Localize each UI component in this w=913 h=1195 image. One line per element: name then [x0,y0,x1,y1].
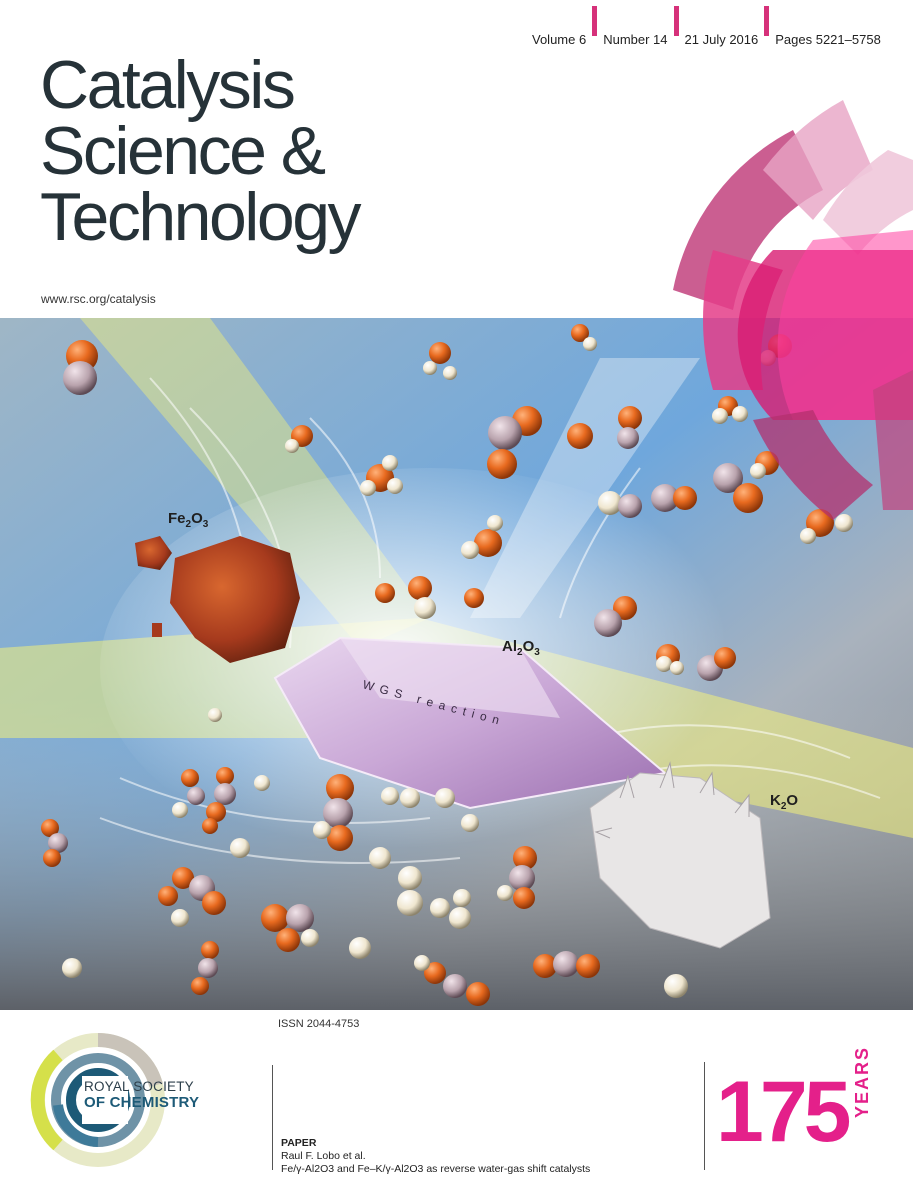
separator [592,6,598,36]
journal-title: Catalysis Science & Technology [40,47,362,255]
paper-authors: Raul F. Lobo et al. [281,1150,366,1162]
fe2o3-fragment [135,536,172,570]
title-line-3: Technology [40,179,362,255]
volume-label: Volume 6 [532,31,587,47]
anniversary-number: 175 [716,1064,851,1160]
rsc-wordmark: ROYAL SOCIETY OF CHEMISTRY [84,1079,199,1111]
issn-label: ISSN 2044-4753 [278,1018,360,1030]
divider [272,1065,273,1170]
anniversary-word: YEARS [852,1045,872,1118]
title-line-2: Science & [40,113,326,189]
journal-url[interactable]: www.rsc.org/catalysis [41,292,156,306]
decorative-arcs [673,100,913,520]
molecules [41,324,853,1006]
k2o-label: K2O [770,792,798,812]
number-label: Number 14 [603,31,668,47]
k2o-particle [589,761,771,949]
fe2o3-fragment [152,623,162,637]
rsc-line-1: ROYAL SOCIETY [84,1079,194,1094]
rsc-line-2: OF CHEMISTRY [84,1094,200,1111]
al2o3-label: Al2O3 [502,638,540,658]
paper-heading: PAPER [281,1137,317,1149]
date-label: 21 July 2016 [684,31,759,47]
divider [704,1062,705,1170]
fe2o3-label: Fe2O3 [168,510,209,530]
rsc-logo-icon [30,1033,165,1167]
al2o3-crystal-facet [340,638,560,718]
issue-info-bar: Volume 6 Number 14 21 July 2016 Pages 52… [530,6,883,52]
featured-paper: PAPER Raul F. Lobo et al. Fe/γ-Al2O3 and… [281,1137,590,1176]
separator [673,6,679,36]
paper-title: Fe/γ-Al2O3 and Fe–K/γ-Al2O3 as reverse w… [281,1163,591,1175]
pages-label: Pages 5221–5758 [775,31,881,47]
separator [764,6,770,36]
fe2o3-particle [170,536,300,663]
title-line-1: Catalysis [40,47,296,123]
